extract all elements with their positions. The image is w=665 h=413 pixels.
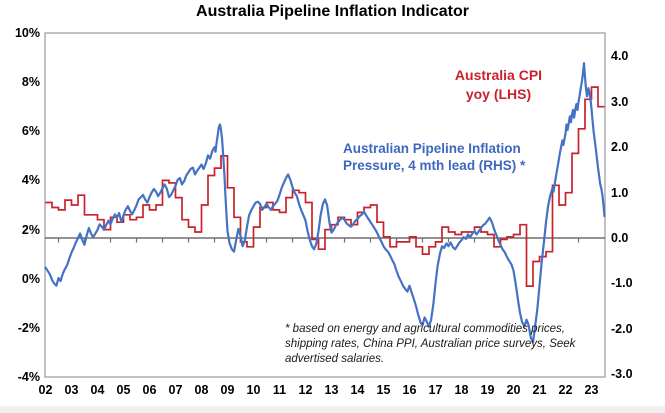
x-axis-tick-label: 17 xyxy=(428,383,443,397)
footnote-line3: advertised salaries. xyxy=(285,353,385,365)
x-axis-tick-label: 21 xyxy=(532,383,547,397)
x-axis-tick-label: 19 xyxy=(480,383,495,397)
y-axis-right-tick-label: 1.0 xyxy=(611,185,629,200)
x-axis-tick-label: 05 xyxy=(116,383,131,397)
cpi-series-label-line2: yoy (LHS) xyxy=(465,86,532,102)
pipeline-series-label-line2: Pressure, 4 mth lead (RHS) * xyxy=(343,158,526,173)
x-axis-tick-label: 14 xyxy=(350,383,365,397)
x-axis-tick-label: 10 xyxy=(246,383,261,397)
x-axis-tick-label: 08 xyxy=(194,383,209,397)
y-axis-right-tick-label: 2.0 xyxy=(611,140,629,155)
y-axis-right-tick-label: 0.0 xyxy=(611,231,629,245)
footnote: * based on energy and agricultural commo… xyxy=(285,322,595,367)
footnote-line1: * based on energy and agricultural commo… xyxy=(285,323,565,335)
window-edge-strip xyxy=(0,406,665,413)
pipeline-series-label-line1: Australian Pipeline Inflation xyxy=(343,141,521,156)
pipeline-series-label: Australian Pipeline Inflation Pressure, … xyxy=(343,140,563,174)
y-axis-left-tick-label: 6% xyxy=(21,124,40,139)
y-axis-right-tick-label: -1.0 xyxy=(611,276,633,291)
x-axis-tick-label: 22 xyxy=(558,383,573,397)
footnote-line2: shipping rates, China PPI, Australian pr… xyxy=(285,338,576,350)
y-axis-right-tick-label: 4.0 xyxy=(611,49,629,64)
x-axis-tick-label: 06 xyxy=(142,383,157,397)
x-axis-tick-label: 07 xyxy=(168,383,183,397)
x-axis-tick-label: 12 xyxy=(298,383,313,397)
x-axis-tick-label: 15 xyxy=(376,383,391,397)
cpi-series-label-line1: Australia CPI xyxy=(454,67,543,83)
chart-title: Australia Pipeline Inflation Indicator xyxy=(196,3,469,20)
x-axis-tick-label: 16 xyxy=(402,383,417,397)
x-axis-tick-label: 04 xyxy=(90,383,105,397)
y-axis-left-tick-label: 2% xyxy=(21,222,40,237)
y-axis-right-tick-label: 3.0 xyxy=(611,94,629,109)
y-axis-left-tick-label: 4% xyxy=(21,173,40,188)
y-axis-left-tick-label: 10% xyxy=(14,26,40,40)
y-axis-left-tick-label: 0% xyxy=(21,271,40,286)
y-axis-left-tick-label: 8% xyxy=(21,75,40,90)
cpi-series-line xyxy=(45,86,605,287)
y-axis-right-tick-label: -3.0 xyxy=(611,367,633,382)
x-axis-tick-label: 03 xyxy=(64,383,79,397)
x-axis-tick-label: 11 xyxy=(272,383,287,397)
x-axis-tick-label: 18 xyxy=(454,383,469,397)
y-axis-left-tick-label: -2% xyxy=(17,320,40,335)
x-axis-tick-label: 02 xyxy=(38,383,53,397)
pipeline-series-line xyxy=(44,62,606,344)
x-axis-tick-label: 20 xyxy=(506,383,521,397)
cpi-series-label: Australia CPI yoy (LHS) xyxy=(436,66,561,104)
y-axis-right-tick-label: -2.0 xyxy=(611,321,633,336)
x-axis-tick-label: 09 xyxy=(220,383,235,397)
x-axis-tick-label: 23 xyxy=(584,383,599,397)
y-axis-left-tick-label: -4% xyxy=(17,370,40,384)
plot-frame xyxy=(44,32,606,378)
x-axis-tick-label: 13 xyxy=(324,383,339,397)
